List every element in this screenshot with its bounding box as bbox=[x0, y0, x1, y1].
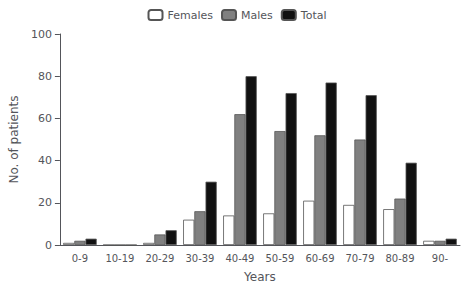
svg-text:No. of patients: No. of patients bbox=[7, 95, 21, 183]
svg-text:Total: Total bbox=[300, 9, 327, 22]
svg-text:40-49: 40-49 bbox=[225, 253, 254, 264]
svg-text:10-19: 10-19 bbox=[105, 253, 134, 264]
svg-text:60: 60 bbox=[38, 112, 52, 125]
svg-text:0-9: 0-9 bbox=[72, 253, 88, 264]
svg-text:Males: Males bbox=[241, 9, 273, 22]
svg-text:80-89: 80-89 bbox=[385, 253, 414, 264]
svg-text:Years: Years bbox=[243, 270, 276, 284]
svg-text:Females: Females bbox=[168, 9, 214, 22]
svg-text:70-79: 70-79 bbox=[345, 253, 374, 264]
svg-text:0: 0 bbox=[45, 239, 52, 252]
svg-text:90-: 90- bbox=[432, 253, 449, 264]
svg-text:100: 100 bbox=[31, 28, 52, 41]
svg-text:20: 20 bbox=[38, 196, 52, 209]
svg-text:40: 40 bbox=[38, 154, 52, 167]
svg-text:60-69: 60-69 bbox=[305, 253, 334, 264]
svg-text:80: 80 bbox=[38, 70, 52, 83]
svg-text:50-59: 50-59 bbox=[265, 253, 294, 264]
svg-text:20-29: 20-29 bbox=[145, 253, 174, 264]
svg-text:30-39: 30-39 bbox=[185, 253, 214, 264]
